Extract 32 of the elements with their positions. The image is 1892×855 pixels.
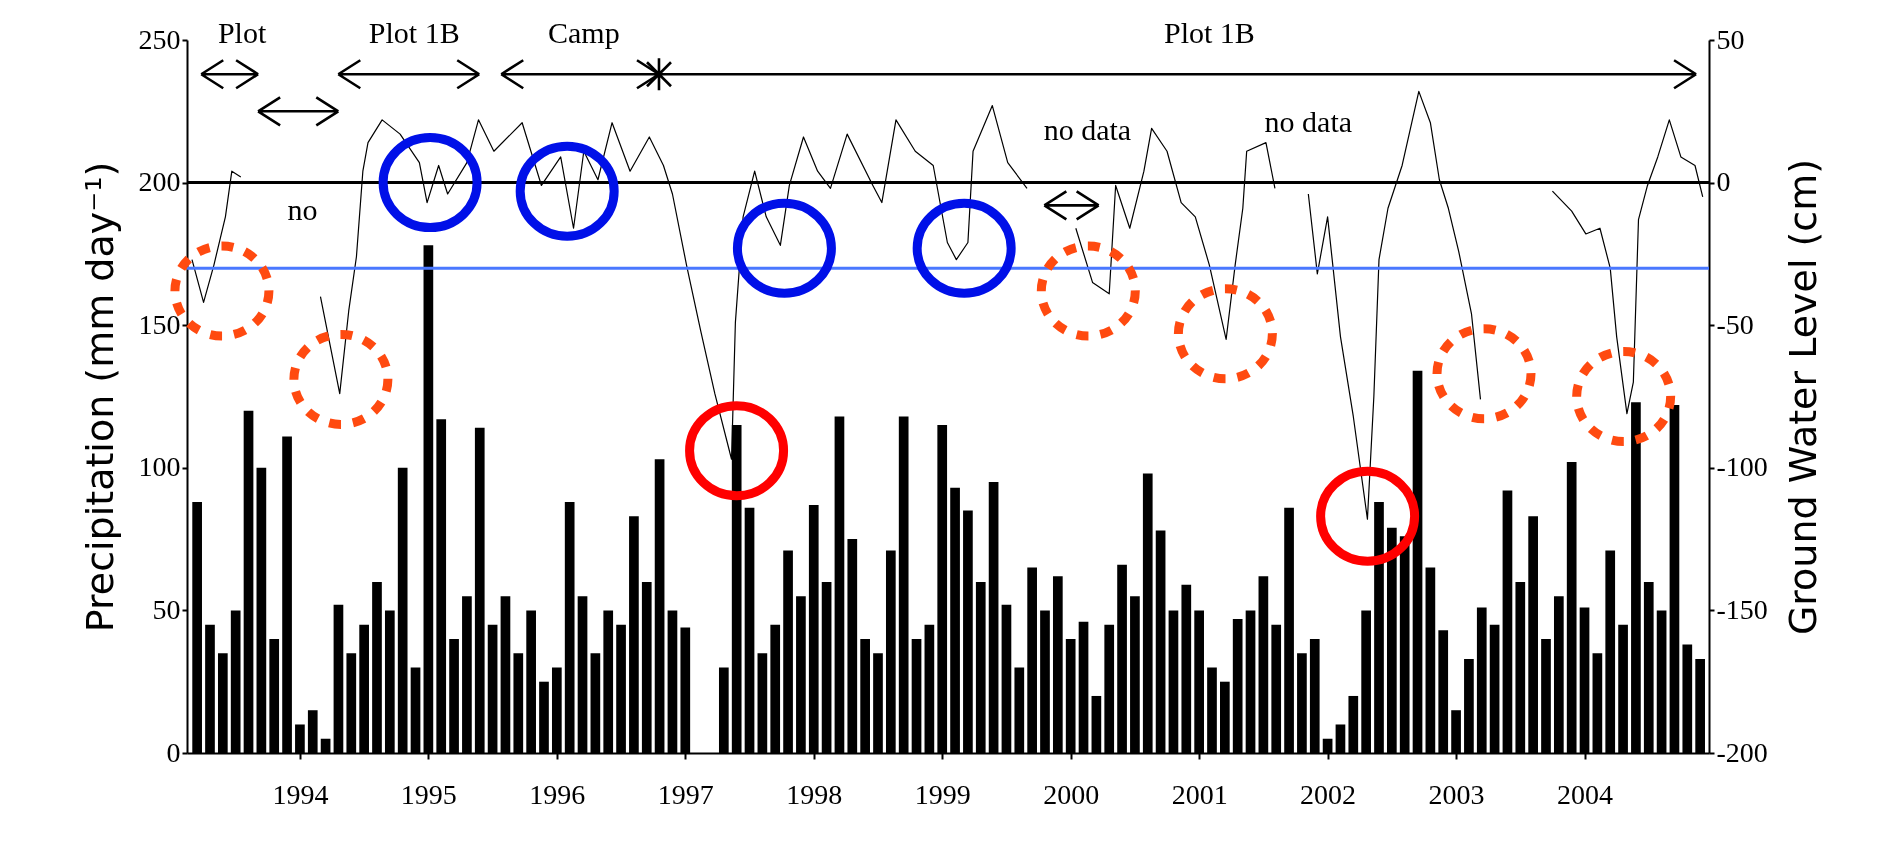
y-axis-title: Precipitation (mm day⁻¹) [77,161,122,633]
x-tick-label: 1999 [914,778,971,810]
annotation: Plot 1B [1163,16,1255,50]
annotation: no [287,193,318,227]
y2-tick-label: 0 [1716,166,1731,198]
y2-axis-title: Ground Water Level (cm) [1780,158,1825,636]
annotation: no data [1264,104,1353,138]
x-tick-label: 2003 [1428,778,1485,810]
y-tick-label: 250 [138,23,181,55]
y2-tick-label: -50 [1716,308,1754,340]
y-tick-label: 150 [138,308,181,340]
x-tick-label: 1998 [786,778,843,810]
annotation: no data [1043,113,1132,147]
x-tick-label: 2002 [1300,778,1357,810]
y-tick-label: 200 [138,166,181,198]
y-tick-label: 50 [152,593,181,625]
x-tick-label: 2001 [1171,778,1228,810]
x-tick-label: 1997 [657,778,714,810]
annotation: Camp [547,16,620,50]
x-tick-label: 1995 [400,778,457,810]
y-tick-label: 100 [138,451,181,483]
y2-tick-label: -150 [1716,593,1768,625]
x-tick-label: 2000 [1043,778,1100,810]
annotation: Plot [217,16,267,50]
y-tick-label: 0 [166,736,181,768]
x-tick-label: 2004 [1557,778,1614,810]
x-tick-label: 1996 [529,778,586,810]
annotation: Plot 1B [368,16,460,50]
y2-tick-label: -100 [1716,451,1768,483]
y2-tick-label: 50 [1716,23,1745,55]
x-tick-label: 1994 [272,778,329,810]
y2-tick-label: -200 [1716,736,1768,768]
